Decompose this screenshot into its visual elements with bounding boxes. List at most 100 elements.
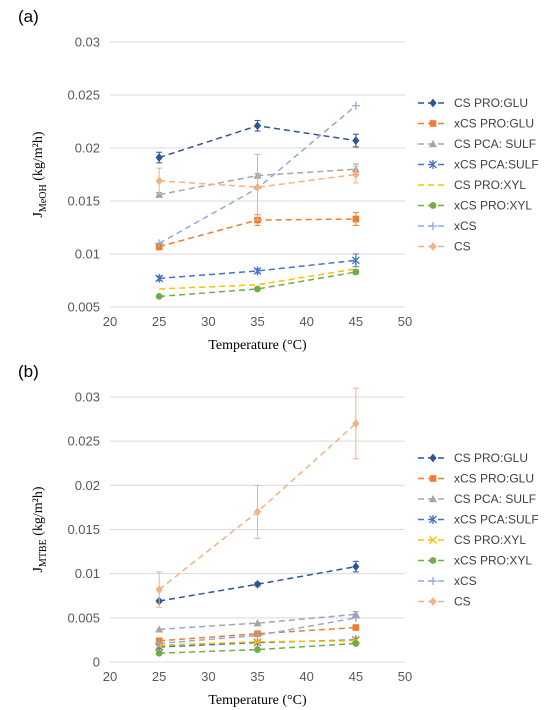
- legend-marker: [429, 475, 437, 482]
- legend-marker: [429, 536, 437, 544]
- data-point: [352, 170, 360, 179]
- legend-label: xCS PRO:XYL: [454, 554, 532, 568]
- x-tick-label: 20: [103, 314, 117, 329]
- series-cs: [155, 153, 360, 221]
- data-point: [155, 190, 164, 198]
- data-point: [253, 637, 262, 646]
- series-line: [159, 640, 356, 646]
- legend-marker: [429, 98, 437, 108]
- chart-b: (b) 0 0.005 0.01 0.015 0.02 0.025 0.03 20 25 30 35…: [18, 362, 539, 708]
- legend-marker: [429, 577, 437, 585]
- y-tick-label: 0.005: [67, 610, 100, 625]
- legend-label: xCS PRO:XYL: [454, 199, 532, 213]
- data-point: [155, 625, 164, 633]
- data-point: [253, 579, 262, 589]
- x-tick-label: 25: [152, 669, 166, 684]
- data-point: [155, 153, 163, 162]
- legend-entry: xCS PRO:GLU: [418, 472, 534, 486]
- series-line: [159, 613, 356, 631]
- legend-marker: [429, 160, 437, 169]
- series-cs-pro-glu: [155, 119, 360, 164]
- legend-marker: [429, 120, 437, 127]
- x-tick-label: 45: [349, 669, 363, 684]
- y-tick-label: 0.015: [67, 194, 100, 209]
- y-tick-label: 0.03: [75, 390, 100, 405]
- data-point: [253, 121, 262, 131]
- legend-entry: xCS: [418, 219, 477, 233]
- x-tick-label: 30: [201, 314, 215, 329]
- legend-marker: [429, 202, 437, 209]
- legend-label: CS PCA: SULF: [454, 137, 536, 151]
- series-xcs-pro-xyl: [155, 640, 360, 657]
- y-tick-label: 0.01: [75, 566, 100, 581]
- y-tick-label: 0.03: [75, 35, 100, 50]
- y-tick-label: 0.02: [75, 478, 100, 493]
- legend-label: xCS PRO:GLU: [454, 117, 534, 131]
- data-point: [351, 255, 360, 265]
- legend-entry: xCS PRO:XYL: [418, 199, 532, 213]
- series-line: [159, 268, 356, 290]
- series-cs-pro-glu: [155, 560, 360, 606]
- y-axis-label: JMTBE (kg/m²h): [31, 486, 49, 572]
- series-xcs-pca-sulf: [155, 253, 360, 283]
- legend-label: CS PRO:XYL: [454, 533, 526, 547]
- data-point: [352, 136, 360, 145]
- y-tick-label: 0.015: [67, 522, 100, 537]
- x-tick-label: 40: [299, 314, 313, 329]
- x-axis-label: Temperature (°C): [208, 693, 307, 708]
- legend-label: xCS PCA:SULF: [454, 513, 539, 527]
- data-point: [352, 562, 360, 571]
- legend-entry: xCS PCA:SULF: [418, 513, 539, 527]
- x-tick-label: 25: [152, 314, 166, 329]
- y-tick-label: 0.02: [75, 141, 100, 156]
- legend-entry: CS PRO:GLU: [418, 96, 528, 110]
- series-line: [159, 173, 356, 188]
- series-line: [159, 626, 356, 642]
- legend-label: CS PRO:GLU: [454, 96, 528, 110]
- legend-label: xCS PRO:GLU: [454, 472, 534, 486]
- x-tick-label: 35: [250, 669, 264, 684]
- legend-marker: [429, 515, 437, 524]
- legend-label: CS PCA: SULF: [454, 492, 536, 506]
- legend-label: CS PRO:XYL: [454, 178, 526, 192]
- series-cs-pro-xyl: [159, 268, 356, 290]
- data-point: [351, 101, 360, 110]
- data-point: [155, 239, 164, 248]
- legend-marker: [429, 242, 437, 251]
- data-point: [155, 176, 163, 186]
- x-tick-label: 30: [201, 669, 215, 684]
- data-point: [253, 507, 262, 517]
- data-point: [253, 631, 262, 640]
- data-point: [351, 613, 360, 622]
- series-cs-pca-sulf: [155, 610, 360, 633]
- data-point: [352, 268, 360, 276]
- data-point: [352, 624, 360, 631]
- data-point: [253, 182, 262, 192]
- y-tick-label: 0.025: [67, 434, 100, 449]
- chart-panel-b: (b) 0 0.005 0.01 0.015 0.02 0.025 0.03 20 25 30 35…: [0, 355, 550, 710]
- series-line: [159, 271, 356, 298]
- y-axis-label: JMeOH (kg/m²h): [31, 131, 49, 217]
- panel-label-b: (b): [18, 362, 39, 381]
- x-tick-label: 20: [103, 669, 117, 684]
- legend-label: CS PRO:GLU: [454, 451, 528, 465]
- data-point: [155, 293, 163, 300]
- legend-label: CS: [454, 595, 471, 609]
- y-tick-label: 0.025: [67, 88, 100, 103]
- data-point: [253, 619, 262, 627]
- x-axis-label: Temperature (°C): [208, 338, 307, 353]
- x-tick-label: 40: [299, 669, 313, 684]
- x-tick-label: 45: [349, 314, 363, 329]
- series-line: [159, 565, 356, 602]
- legend-entry: CS: [418, 240, 471, 254]
- data-point: [155, 273, 164, 283]
- series-xcs-pro-xyl: [155, 268, 360, 300]
- data-point: [254, 646, 261, 654]
- legend-label: xCS: [454, 219, 477, 233]
- data-point: [352, 640, 360, 647]
- series-line: [159, 259, 356, 280]
- series-xcs: [155, 613, 360, 648]
- y-tick-label: 0.005: [67, 300, 100, 315]
- data-point: [352, 215, 360, 223]
- data-point: [155, 649, 163, 657]
